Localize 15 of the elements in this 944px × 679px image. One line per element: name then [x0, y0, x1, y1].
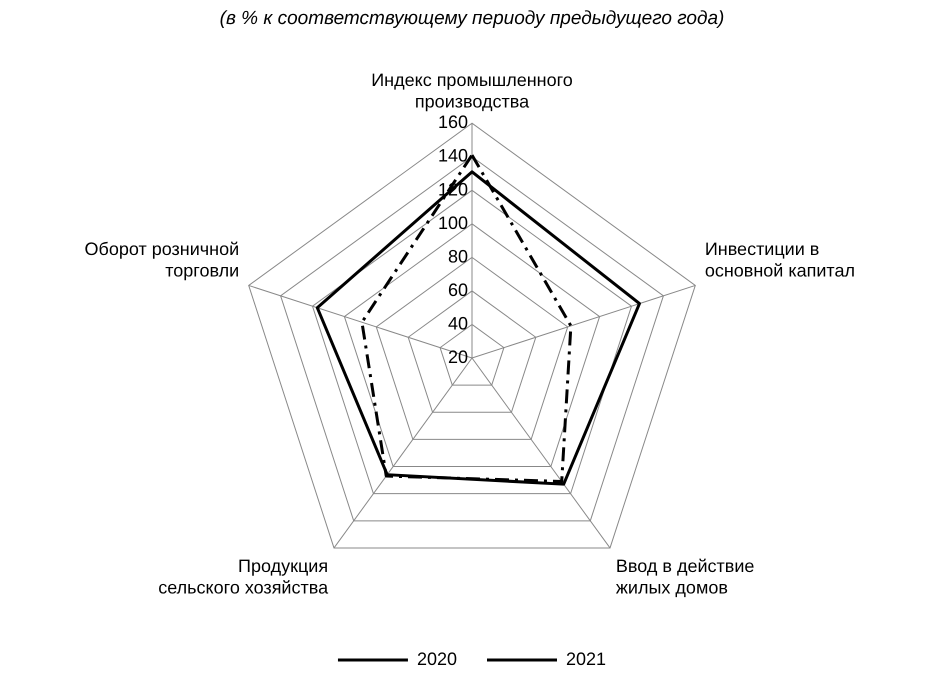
spoke-label: Индекс промышленного производства	[371, 70, 573, 112]
legend-label: 2021	[566, 648, 606, 669]
y-tick-label: 40	[448, 313, 468, 334]
y-tick-label: 20	[448, 346, 468, 367]
chart-title: (в % к соответствующему периоду предыдущего года)	[218, 8, 726, 30]
y-tick-label: 80	[448, 246, 468, 266]
spoke-label: Инвестиции в основной капитал	[704, 238, 855, 281]
legend-label: 2020	[416, 648, 458, 669]
spoke-label: Ввод в действие жилых домов	[616, 556, 754, 598]
y-tick-label: 140	[438, 146, 468, 166]
y-tick-label: 60	[448, 280, 468, 300]
y-tick-label: 160	[438, 112, 468, 132]
spoke-label: Продукция сельского хозяйства	[158, 556, 330, 598]
spoke-label: Оборот розничной торговли	[84, 238, 240, 281]
y-tick-label: 100	[438, 212, 468, 233]
